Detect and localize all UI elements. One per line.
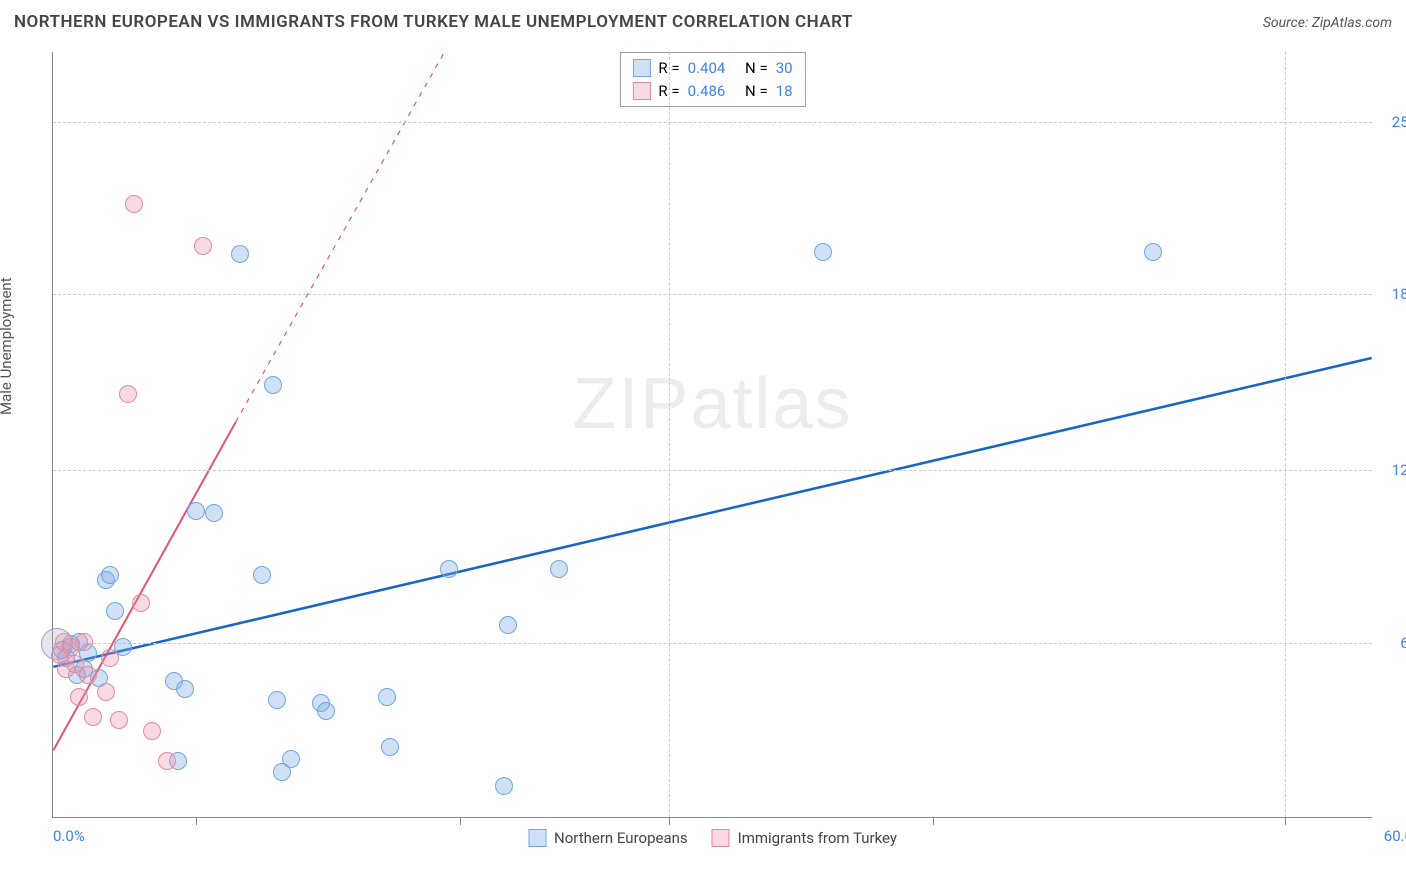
data-point-northern — [253, 566, 271, 584]
data-point-northern — [381, 738, 399, 756]
data-point-turkey — [125, 195, 143, 213]
data-point-northern — [499, 616, 517, 634]
y-tick-label: 18.8% — [1378, 285, 1406, 303]
y-axis-label: Male Unemployment — [0, 277, 15, 415]
y-tick-label: 12.5% — [1378, 461, 1406, 479]
source-prefix: Source: — [1263, 15, 1312, 31]
gridline-v — [1285, 52, 1286, 817]
x-tick — [669, 817, 670, 825]
n-label: N = — [745, 80, 768, 103]
trend-lines — [53, 52, 1372, 817]
data-point-northern — [550, 560, 568, 578]
n-value-turkey: 18 — [776, 80, 793, 103]
data-point-turkey — [143, 722, 161, 740]
gridline-h — [53, 643, 1372, 644]
swatch-turkey — [632, 82, 650, 100]
gridline-h — [53, 294, 1372, 295]
data-point-turkey — [158, 752, 176, 770]
gridline-v — [669, 52, 670, 817]
x-tick — [933, 817, 934, 825]
x-tick — [196, 817, 197, 825]
data-point-northern — [231, 245, 249, 263]
data-point-turkey — [84, 708, 102, 726]
legend-item-turkey: Immigrants from Turkey — [712, 829, 897, 847]
watermark-bold: ZIP — [572, 364, 690, 444]
data-point-northern — [282, 750, 300, 768]
legend-row-northern: R = 0.404 N = 30 — [632, 57, 792, 80]
data-point-northern — [264, 376, 282, 394]
data-point-turkey — [101, 649, 119, 667]
x-tick — [460, 817, 461, 825]
data-point-turkey — [70, 688, 88, 706]
data-point-northern — [101, 566, 119, 584]
data-point-northern — [268, 691, 286, 709]
n-label: N = — [745, 57, 768, 80]
y-tick-label: 25.0% — [1378, 113, 1406, 131]
legend-label-turkey: Immigrants from Turkey — [738, 829, 897, 847]
legend-item-northern: Northern Europeans — [528, 829, 688, 847]
data-point-northern — [187, 502, 205, 520]
data-point-northern — [814, 243, 832, 261]
data-point-northern — [495, 777, 513, 795]
data-point-turkey — [194, 237, 212, 255]
series-legend: Northern Europeans Immigrants from Turke… — [528, 829, 897, 847]
data-point-northern — [317, 702, 335, 720]
data-point-turkey — [75, 633, 93, 651]
n-value-northern: 30 — [776, 57, 793, 80]
correlation-legend: R = 0.404 N = 30 R = 0.486 N = 18 — [619, 52, 805, 107]
watermark: ZIPatlas — [572, 363, 852, 445]
data-point-northern — [378, 688, 396, 706]
source-attribution: Source: ZipAtlas.com — [1263, 15, 1392, 31]
x-tick — [1285, 817, 1286, 825]
gridline-h — [53, 122, 1372, 123]
data-point-northern — [176, 680, 194, 698]
data-point-northern — [1144, 243, 1162, 261]
swatch-northern — [632, 59, 650, 77]
chart-header: NORTHERN EUROPEAN VS IMMIGRANTS FROM TUR… — [14, 12, 1392, 32]
x-axis-min-label: 0.0% — [53, 827, 85, 845]
swatch-turkey — [712, 829, 730, 847]
r-value-northern: 0.404 — [688, 57, 726, 80]
legend-label-northern: Northern Europeans — [554, 829, 688, 847]
scatter-plot: ZIPatlas R = 0.404 N = 30 R = 0.486 N = … — [52, 52, 1372, 818]
data-point-northern — [106, 602, 124, 620]
data-point-turkey — [79, 666, 97, 684]
source-name: ZipAtlas.com — [1312, 15, 1392, 31]
watermark-thin: atlas — [690, 364, 852, 444]
r-value-turkey: 0.486 — [688, 80, 726, 103]
data-point-northern — [440, 560, 458, 578]
legend-row-turkey: R = 0.486 N = 18 — [632, 80, 792, 103]
data-point-turkey — [110, 711, 128, 729]
chart-title: NORTHERN EUROPEAN VS IMMIGRANTS FROM TUR… — [14, 12, 853, 32]
data-point-turkey — [119, 385, 137, 403]
data-point-northern — [205, 504, 223, 522]
swatch-northern — [528, 829, 546, 847]
data-point-turkey — [97, 683, 115, 701]
y-tick-label: 6.3% — [1378, 634, 1406, 652]
gridline-h — [53, 470, 1372, 471]
x-axis-max-label: 60.0% — [1384, 827, 1406, 845]
data-point-turkey — [132, 594, 150, 612]
